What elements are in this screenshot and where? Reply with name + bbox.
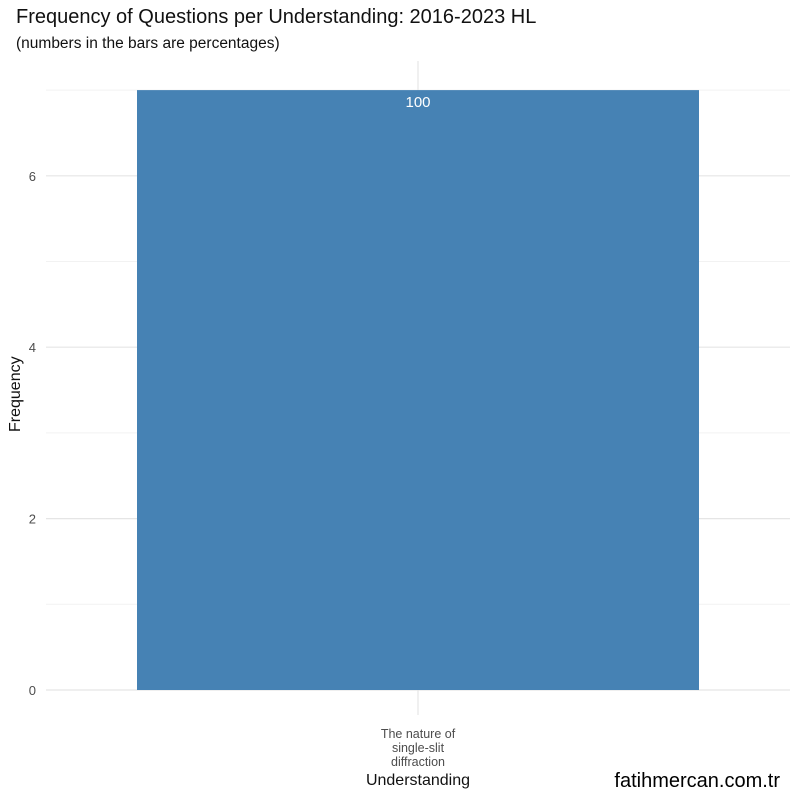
y-axis-title: Frequency xyxy=(7,356,24,432)
chart-title: Frequency of Questions per Understanding… xyxy=(16,6,537,28)
y-tick-label: 2 xyxy=(29,512,36,527)
x-axis-title: Understanding xyxy=(365,772,471,789)
y-tick-label: 0 xyxy=(29,683,36,698)
bar-data-label: 100 xyxy=(405,94,430,111)
watermark: fatihmercan.com.tr xyxy=(614,770,780,792)
y-tick-label: 4 xyxy=(29,340,36,355)
bar xyxy=(137,90,699,691)
y-tick-label: 6 xyxy=(29,169,36,184)
x-tick-label: The nature of single-slit diffraction xyxy=(381,727,456,769)
chart-subtitle: (numbers in the bars are percentages) xyxy=(16,35,280,52)
